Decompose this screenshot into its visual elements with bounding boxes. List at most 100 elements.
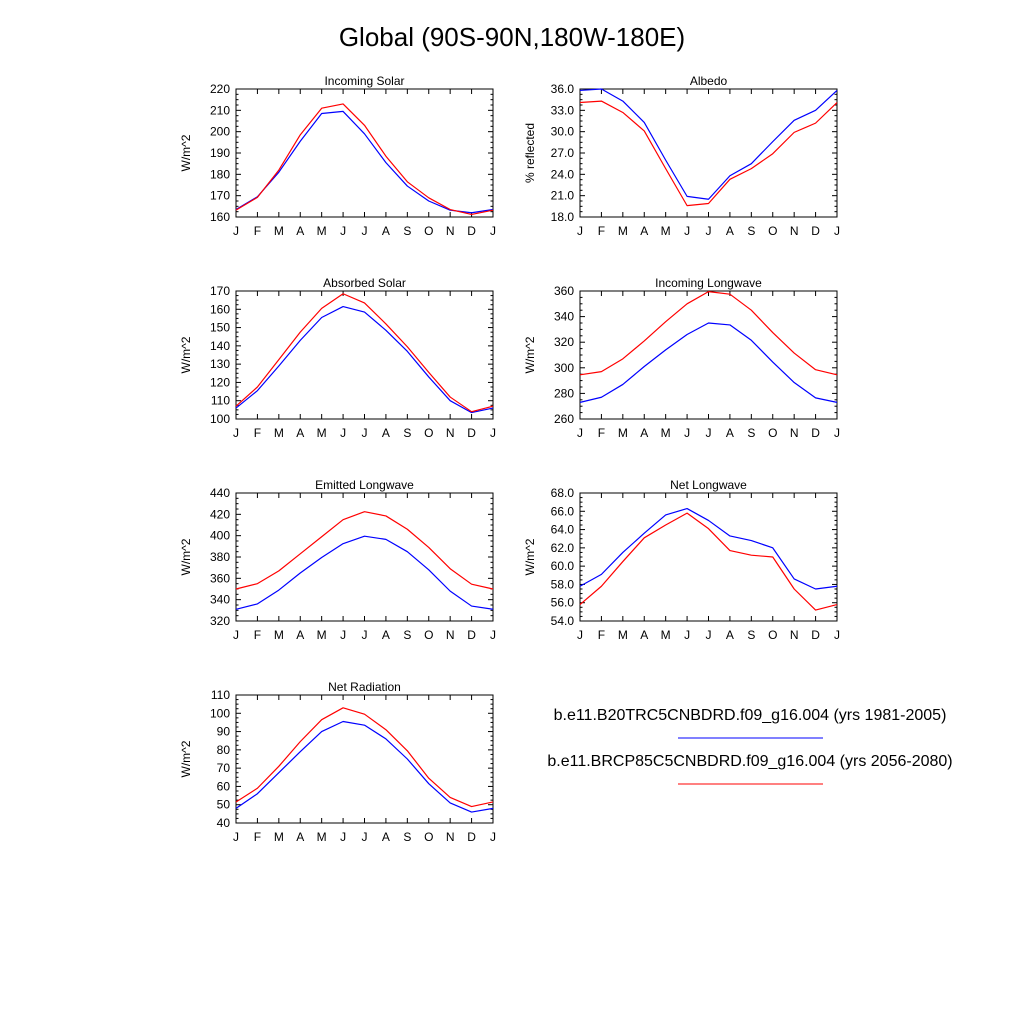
- x-tick-label: M: [274, 628, 284, 642]
- x-tick-label: N: [446, 628, 455, 642]
- y-tick-label: 21.0: [551, 189, 575, 203]
- y-tick-label: 60.0: [551, 559, 575, 573]
- x-tick-label: A: [382, 830, 390, 844]
- y-tick-label: 60: [217, 779, 231, 793]
- y-axis-label: W/m^2: [179, 538, 193, 575]
- panels: Incoming Solar W/m^2 160 170 180 190 200 210 220…: [179, 74, 840, 844]
- y-tick-label: 64.0: [551, 523, 575, 537]
- y-tick-label: 70: [217, 761, 231, 775]
- x-tick-label: S: [403, 426, 411, 440]
- y-tick-label: 30.0: [551, 125, 575, 139]
- x-tick-label: A: [726, 224, 734, 238]
- x-tick-label: J: [834, 426, 840, 440]
- x-tick-label: J: [340, 628, 346, 642]
- x-tick-label: J: [684, 224, 690, 238]
- x-tick-label: A: [726, 628, 734, 642]
- series-line-2: [579, 100, 838, 207]
- y-tick-label: 66.0: [551, 504, 575, 518]
- legend-label: b.e11.BRCP85C5CNBDRD.f09_g16.004 (yrs 20…: [547, 753, 952, 770]
- x-tick-label: M: [274, 426, 284, 440]
- plot-frame: [235, 88, 494, 218]
- x-tick-label: S: [403, 628, 411, 642]
- y-axis-label: W/m^2: [179, 740, 193, 777]
- x-tick-label: A: [296, 628, 304, 642]
- panel-title: Net Radiation: [328, 680, 401, 694]
- x-tick-label: J: [684, 426, 690, 440]
- y-tick-label: 24.0: [551, 167, 575, 181]
- y-tick-label: 180: [210, 167, 230, 181]
- x-tick-label: J: [362, 830, 368, 844]
- x-tick-label: A: [296, 830, 304, 844]
- x-tick-label: M: [317, 628, 327, 642]
- y-tick-label: 120: [210, 375, 230, 389]
- x-tick-label: M: [618, 426, 628, 440]
- y-tick-label: 210: [210, 103, 230, 117]
- x-tick-label: A: [382, 628, 390, 642]
- series-line-2: [235, 293, 494, 413]
- x-tick-label: F: [598, 224, 605, 238]
- x-tick-label: J: [362, 628, 368, 642]
- y-tick-label: 160: [210, 210, 230, 224]
- x-tick-label: D: [811, 426, 820, 440]
- x-tick-label: M: [317, 224, 327, 238]
- x-tick-label: A: [296, 224, 304, 238]
- x-tick-label: D: [467, 830, 476, 844]
- x-tick-label: M: [274, 830, 284, 844]
- x-tick-label: F: [254, 224, 261, 238]
- y-tick-label: 160: [210, 302, 230, 316]
- y-tick-label: 170: [210, 189, 230, 203]
- y-tick-label: 400: [210, 529, 230, 543]
- x-tick-label: J: [834, 628, 840, 642]
- x-tick-label: M: [618, 628, 628, 642]
- y-tick-label: 150: [210, 321, 230, 335]
- y-tick-label: 18.0: [551, 210, 575, 224]
- x-tick-label: N: [790, 628, 799, 642]
- series-line-1: [579, 322, 838, 403]
- series-line-2: [579, 512, 838, 611]
- panel-title: Emitted Longwave: [315, 478, 414, 492]
- legend-entry-2: b.e11.BRCP85C5CNBDRD.f09_g16.004 (yrs 20…: [547, 753, 953, 785]
- x-tick-label: J: [340, 224, 346, 238]
- x-tick-label: J: [233, 628, 239, 642]
- x-tick-label: S: [747, 426, 755, 440]
- x-tick-label: A: [382, 426, 390, 440]
- panel-title: Net Longwave: [670, 478, 747, 492]
- x-tick-label: J: [340, 830, 346, 844]
- series-line-2: [235, 511, 494, 590]
- x-tick-label: J: [233, 224, 239, 238]
- x-tick-label: O: [424, 830, 433, 844]
- panel-net-longwave: Net Longwave W/m^2 54.0 56.0 58.0 60.0 62.0 64.…: [523, 478, 840, 642]
- x-tick-label: N: [790, 224, 799, 238]
- x-tick-label: A: [640, 426, 648, 440]
- x-tick-label: N: [446, 426, 455, 440]
- y-axis-label: W/m^2: [179, 336, 193, 373]
- panel-emitted-longwave: Emitted Longwave W/m^2 320 340 360 380 400 420 4…: [179, 478, 496, 642]
- x-tick-label: F: [254, 628, 261, 642]
- y-tick-label: 280: [554, 386, 574, 400]
- panel-title: Absorbed Solar: [323, 276, 406, 290]
- y-tick-label: 56.0: [551, 596, 575, 610]
- x-tick-label: J: [362, 224, 368, 238]
- x-tick-label: S: [403, 830, 411, 844]
- x-tick-label: D: [467, 628, 476, 642]
- series-line-1: [235, 535, 494, 610]
- y-tick-label: 110: [211, 394, 230, 408]
- x-tick-label: S: [747, 628, 755, 642]
- x-tick-label: J: [706, 426, 712, 440]
- panel-title: Incoming Solar: [324, 74, 404, 88]
- panel-incoming-longwave: Incoming Longwave W/m^2 260 280 300 320 340 360…: [523, 276, 840, 440]
- x-tick-label: J: [684, 628, 690, 642]
- series-line-2: [579, 291, 838, 376]
- x-tick-label: O: [424, 426, 433, 440]
- y-axis-label: W/m^2: [523, 538, 537, 575]
- x-tick-label: A: [296, 426, 304, 440]
- series-line-1: [235, 305, 494, 414]
- series-line-1: [235, 110, 494, 214]
- panel-absorbed-solar: Absorbed Solar W/m^2 100 110 120 130 140 150 160…: [179, 276, 496, 440]
- y-tick-label: 320: [210, 614, 230, 628]
- x-tick-label: M: [317, 830, 327, 844]
- x-tick-label: F: [254, 830, 261, 844]
- x-tick-label: J: [233, 426, 239, 440]
